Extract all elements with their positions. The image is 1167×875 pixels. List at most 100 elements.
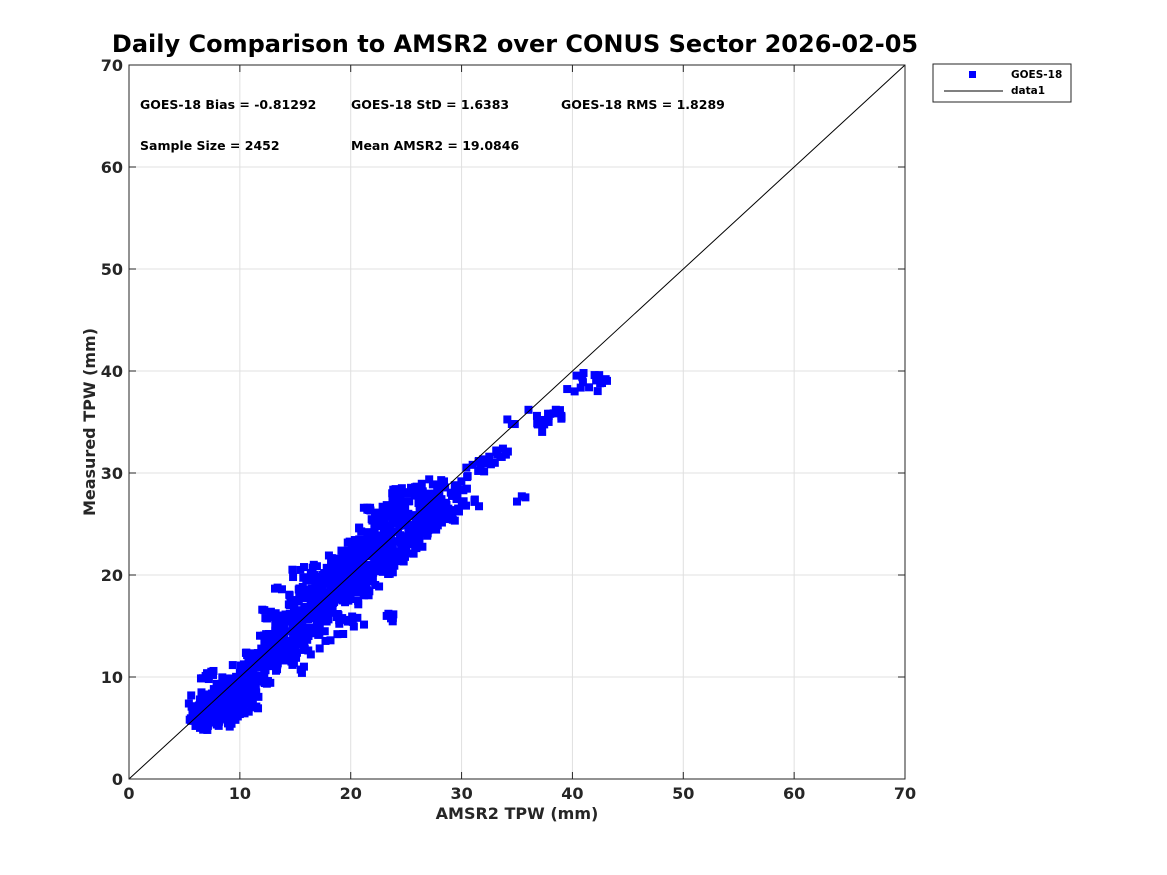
- data-point: [470, 497, 479, 506]
- data-point: [272, 666, 281, 675]
- legend: GOES-18 data1: [932, 63, 1072, 103]
- data-point: [400, 552, 409, 561]
- stat-std: GOES-18 StD = 1.6383: [351, 97, 509, 112]
- data-point: [366, 539, 375, 548]
- data-point: [384, 554, 393, 563]
- data-point: [418, 500, 427, 509]
- data-point: [266, 678, 275, 687]
- data-point: [399, 520, 408, 529]
- data-point: [263, 655, 272, 664]
- data-point: [393, 490, 402, 499]
- data-point: [348, 617, 357, 626]
- data-point: [248, 700, 257, 709]
- data-point: [474, 466, 483, 475]
- data-point: [218, 673, 227, 682]
- data-point: [239, 693, 248, 702]
- data-point: [388, 492, 397, 501]
- chart-title: Daily Comparison to AMSR2 over CONUS Sec…: [112, 30, 918, 58]
- data-point: [265, 650, 274, 659]
- data-point: [388, 546, 397, 555]
- data-point: [492, 446, 501, 455]
- data-point: [388, 527, 397, 536]
- data-point: [415, 505, 424, 514]
- data-point: [359, 590, 368, 599]
- data-point: [474, 457, 483, 466]
- data-point: [262, 633, 271, 642]
- data-point: [347, 586, 356, 595]
- data-point: [244, 707, 253, 716]
- data-point: [267, 612, 276, 621]
- y-tick-label: 10: [101, 668, 123, 687]
- data-point: [368, 516, 377, 525]
- data-point: [424, 497, 433, 506]
- data-point: [232, 672, 241, 681]
- data-point: [457, 477, 466, 486]
- data-point: [316, 592, 325, 601]
- data-point: [440, 477, 449, 486]
- x-tick-label: 40: [561, 784, 583, 803]
- data-point: [229, 686, 238, 695]
- data-point: [493, 450, 502, 459]
- data-point: [273, 640, 282, 649]
- data-point: [328, 568, 337, 577]
- data-point: [187, 691, 196, 700]
- data-point: [285, 591, 294, 600]
- data-point: [498, 444, 507, 453]
- data-point: [261, 614, 270, 623]
- data-point: [426, 492, 435, 501]
- data-point: [365, 587, 374, 596]
- data-point: [432, 525, 441, 534]
- data-point: [328, 575, 337, 584]
- data-point: [285, 644, 294, 653]
- data-point: [333, 630, 342, 639]
- data-point: [388, 496, 397, 505]
- data-point: [434, 482, 443, 491]
- data-point: [289, 632, 298, 641]
- data-point: [413, 491, 422, 500]
- data-point: [376, 517, 385, 526]
- data-point: [313, 609, 322, 618]
- data-point: [314, 624, 323, 633]
- data-point: [370, 523, 379, 532]
- data-point: [396, 547, 405, 556]
- data-point: [318, 576, 327, 585]
- data-point: [219, 693, 228, 702]
- data-point: [226, 676, 235, 685]
- data-point: [503, 415, 512, 424]
- data-point: [462, 463, 471, 472]
- data-point: [572, 371, 581, 380]
- data-point: [217, 705, 226, 714]
- plot-frame: [128, 64, 906, 780]
- data-point: [485, 452, 494, 461]
- data-point: [362, 579, 371, 588]
- data-point: [270, 584, 279, 593]
- x-tick-label: 50: [672, 784, 694, 803]
- data-point: [349, 572, 358, 581]
- data-point: [480, 467, 489, 476]
- data-point: [239, 701, 248, 710]
- data-point: [476, 461, 485, 470]
- legend-marker-goes18: [969, 71, 976, 78]
- data-point: [225, 694, 234, 703]
- data-point: [578, 378, 587, 387]
- data-point: [315, 644, 324, 653]
- data-point: [309, 593, 318, 602]
- data-point: [370, 555, 379, 564]
- data-point: [234, 688, 243, 697]
- data-point: [507, 419, 516, 428]
- data-point: [371, 531, 380, 540]
- data-point: [343, 617, 352, 626]
- data-point: [203, 725, 212, 734]
- data-point: [352, 540, 361, 549]
- x-tick-label: 70: [894, 784, 916, 803]
- data-point: [213, 680, 222, 689]
- data-point: [309, 560, 318, 569]
- data-point: [392, 497, 401, 506]
- data-point: [555, 406, 564, 415]
- x-tick-label: 20: [340, 784, 362, 803]
- data-point: [302, 631, 311, 640]
- data-point: [409, 520, 418, 529]
- data-point: [375, 582, 384, 591]
- data-point: [524, 405, 533, 414]
- data-point: [348, 562, 357, 571]
